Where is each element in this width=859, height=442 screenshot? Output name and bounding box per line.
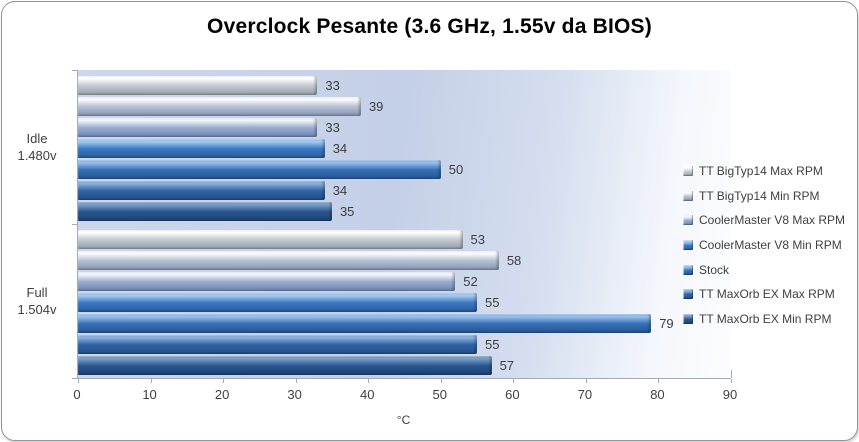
x-axis-tick-label: 50	[432, 387, 447, 402]
bar-value-label: 39	[368, 98, 384, 114]
legend-item-coolermaster-v8-max-rpm: CoolerMaster V8 Max RPM	[683, 208, 845, 233]
legend-swatch	[683, 190, 693, 201]
x-axis-tick-label: 90	[722, 387, 738, 402]
x-axis-tick-label: 80	[650, 387, 665, 402]
bar-idle-tt-bigtyp14-max-rpm	[78, 75, 318, 95]
bar-full-tt-maxorb-ex-max-rpm	[78, 334, 478, 354]
x-axis-tick-label: 70	[577, 387, 593, 402]
x-axis-tick	[440, 379, 442, 383]
bar-value-label: 57	[499, 357, 515, 373]
legend-label: Stock	[699, 262, 730, 277]
bar-full-tt-maxorb-ex-min-rpm	[78, 355, 492, 375]
bar-idle-tt-bigtyp14-min-rpm	[78, 96, 361, 116]
category-label-line1: Full	[26, 285, 48, 300]
x-axis-tick	[368, 379, 370, 383]
bar-value-label: 55	[485, 294, 500, 310]
bar-full-tt-bigtyp14-min-rpm	[78, 250, 499, 270]
bar-full-tt-bigtyp14-max-rpm	[78, 229, 463, 249]
legend-swatch	[683, 240, 693, 251]
category-label-line2: 1.480v	[17, 148, 57, 163]
category-label-line1: Idle	[26, 131, 48, 146]
bar-value-label: 55	[485, 336, 500, 352]
legend-label: TT MaxOrb EX Max RPM	[699, 287, 835, 302]
category-label-line2: 1.504v	[17, 302, 57, 317]
legend-swatch	[683, 264, 693, 275]
bar-value-label: 53	[470, 231, 485, 247]
plot-area: 33 39 33 34 50 34 35 53 58 52 55 79 55 57	[72, 70, 732, 383]
x-axis-tick	[295, 379, 297, 383]
bar-value-label: 33	[325, 77, 340, 93]
bar-full-stock	[78, 313, 652, 333]
x-axis-tick-label: 20	[214, 387, 230, 402]
bar-idle-tt-maxorb-ex-max-rpm	[78, 180, 325, 200]
legend-swatch	[683, 313, 693, 324]
legend-label: TT BigTyp14 Min RPM	[699, 188, 820, 203]
bar-value-label: 50	[448, 161, 464, 177]
x-axis-tick	[223, 379, 225, 383]
x-axis-tick-label: 0	[73, 387, 81, 402]
legend-label: CoolerMaster V8 Max RPM	[699, 213, 846, 228]
x-axis-tick	[150, 379, 152, 383]
category-label-full: Full 1.504v	[4, 284, 70, 318]
bar-full-coolermaster-v8-max-rpm	[78, 271, 456, 291]
x-axis-tick	[731, 379, 732, 383]
bar-value-label: 79	[659, 315, 674, 331]
x-axis-tick-label: 40	[359, 387, 375, 402]
x-axis-title: °C	[396, 413, 411, 427]
chart-title: Overclock Pesante (3.6 GHz, 1.55v da BIO…	[207, 15, 652, 38]
legend-item-stock: Stock	[683, 257, 845, 282]
legend-item-tt-maxorb-ex-min-rpm: TT MaxOrb EX Min RPM	[683, 307, 845, 332]
bar-idle-stock	[78, 159, 441, 179]
bar-value-label: 34	[332, 182, 348, 198]
legend-label: TT MaxOrb EX Min RPM	[699, 311, 832, 326]
category-label-idle: Idle 1.480v	[4, 130, 70, 164]
legend-swatch	[683, 215, 693, 226]
x-axis-tick	[658, 379, 660, 383]
x-axis-tick	[78, 379, 79, 383]
legend-label: CoolerMaster V8 Min RPM	[699, 238, 842, 253]
legend-swatch	[683, 166, 693, 177]
y-axis-tick	[72, 70, 77, 71]
bar-value-label: 35	[339, 203, 355, 219]
legend-item-tt-bigtyp14-min-rpm: TT BigTyp14 Min RPM	[683, 184, 845, 209]
legend-item-tt-maxorb-ex-max-rpm: TT MaxOrb EX Max RPM	[683, 282, 845, 307]
y-axis-tick	[72, 378, 77, 379]
bar-value-label: 58	[506, 252, 522, 268]
legend: TT BigTyp14 Max RPM TT BigTyp14 Min RPM Co…	[683, 159, 845, 331]
y-axis-tick	[72, 224, 77, 225]
bar-full-coolermaster-v8-min-rpm	[78, 292, 478, 312]
x-axis-tick	[513, 379, 515, 383]
bar-idle-coolermaster-v8-min-rpm	[78, 138, 325, 158]
x-axis-tick-label: 10	[142, 387, 157, 402]
bar-value-label: 34	[332, 140, 348, 156]
legend-item-coolermaster-v8-min-rpm: CoolerMaster V8 Min RPM	[683, 233, 845, 258]
legend-label: TT BigTyp14 Max RPM	[699, 164, 823, 179]
bar-idle-coolermaster-v8-max-rpm	[78, 117, 318, 137]
x-axis-tick-label: 30	[287, 387, 302, 402]
bar-value-label: 33	[325, 119, 340, 135]
x-axis-tick	[585, 379, 587, 383]
x-axis-tick-label: 60	[505, 387, 520, 402]
bar-idle-tt-maxorb-ex-min-rpm	[78, 201, 332, 221]
bar-value-label: 52	[463, 273, 478, 289]
x-axis-end-tick	[731, 370, 732, 378]
legend-swatch	[683, 289, 693, 300]
legend-item-tt-bigtyp14-max-rpm: TT BigTyp14 Max RPM	[683, 159, 845, 184]
